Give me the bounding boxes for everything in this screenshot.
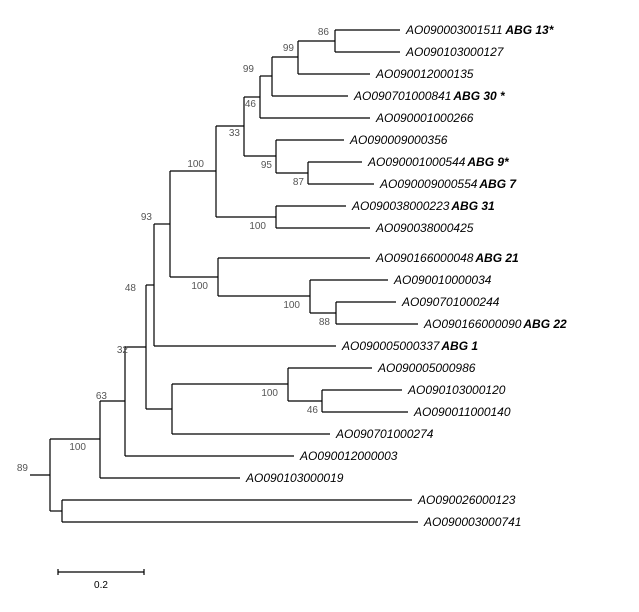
abg-identifier: ABG 31 [450, 199, 495, 213]
taxon-accession: AO090166000048 [375, 251, 474, 265]
abg-identifier: ABG 9* [466, 155, 510, 169]
bootstrap-value: 100 [283, 300, 300, 311]
bootstrap-value: 100 [69, 442, 86, 453]
taxon-accession: AO090038000425 [375, 221, 474, 235]
bootstrap-value: 87 [293, 177, 305, 188]
taxon-accession: AO090005000337 [341, 339, 441, 353]
bootstrap-labels: 86 99 99 46 87 95 33 100 100 88 100 100 93 48 46 100 32 6… [17, 27, 331, 474]
bootstrap-value: 46 [307, 405, 319, 416]
bootstrap-value: 100 [187, 159, 204, 170]
taxon-accession: AO090009000356 [349, 133, 448, 147]
bootstrap-value: 93 [141, 212, 153, 223]
taxon-accession: AO090026000123 [417, 493, 516, 507]
abg-identifier: ABG 13* [504, 23, 554, 37]
taxon-accession: AO090701000274 [335, 427, 434, 441]
taxon-accession: AO090003001511 [405, 23, 503, 37]
abg-identifier: ABG 30 * [452, 89, 506, 103]
bootstrap-value: 32 [117, 345, 129, 356]
abg-identifier: ABG 1 [440, 339, 478, 353]
taxon-accession: AO090103000019 [245, 471, 344, 485]
bootstrap-value: 99 [283, 43, 295, 54]
abg-identifier: ABG 22 [522, 317, 567, 331]
bootstrap-value: 99 [243, 64, 255, 75]
taxon-accession: AO090012000003 [299, 449, 398, 463]
taxon-accession: AO090001000266 [375, 111, 474, 125]
taxon-accession: AO090012000135 [375, 67, 474, 81]
scale-bar: 0.2 [58, 569, 144, 591]
taxon-accession: AO090005000986 [377, 361, 476, 375]
taxon-accession: AO090166000090 [423, 317, 522, 331]
bootstrap-value: 100 [191, 281, 208, 292]
taxon-accession: AO090038000223 [351, 199, 450, 213]
bootstrap-value: 89 [17, 463, 29, 474]
taxon-accession: AO090010000034 [393, 273, 492, 287]
bootstrap-value: 48 [125, 283, 137, 294]
abg-identifier: ABG 7 [478, 177, 517, 191]
taxon-accession: AO090011000140 [413, 405, 511, 419]
taxon-accession: AO090701000841 [353, 89, 451, 103]
bootstrap-value: 100 [261, 388, 278, 399]
bootstrap-value: 88 [319, 317, 331, 328]
bootstrap-value: 33 [229, 128, 241, 139]
bootstrap-value: 86 [318, 27, 330, 38]
taxon-accession: AO090009000554 [379, 177, 478, 191]
bootstrap-value: 46 [245, 99, 257, 110]
tip-labels: AO090003001511ABG 13* AO090103000127 AO090… [245, 23, 567, 529]
phylogenetic-tree: 86 99 99 46 87 95 33 100 100 88 100 100 93 48 46 100 32 6… [0, 0, 639, 612]
taxon-accession: AO090103000127 [405, 45, 505, 59]
bootstrap-value: 63 [96, 391, 108, 402]
taxon-accession: AO090701000244 [401, 295, 500, 309]
bootstrap-value: 95 [261, 160, 273, 171]
bootstrap-value: 100 [249, 221, 266, 232]
taxon-accession: AO090001000544 [367, 155, 466, 169]
abg-identifier: ABG 21 [474, 251, 519, 265]
taxon-accession: AO090103000120 [407, 383, 506, 397]
scale-bar-label: 0.2 [94, 580, 108, 591]
taxon-accession: AO090003000741 [423, 515, 521, 529]
